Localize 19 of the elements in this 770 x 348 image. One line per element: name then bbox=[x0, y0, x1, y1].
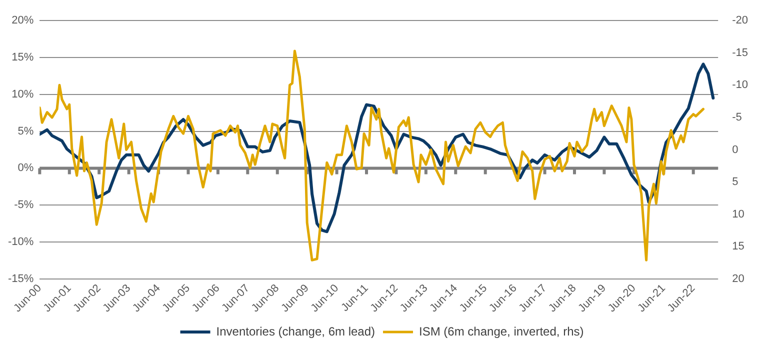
y2-tick-label: 5 bbox=[732, 176, 738, 188]
y-tick-label: 20% bbox=[12, 14, 34, 27]
y-tick-label: 10% bbox=[12, 88, 34, 100]
y2-tick-label: -5 bbox=[732, 111, 742, 124]
y2-tick-label: 0 bbox=[732, 144, 738, 156]
y-tick-label: -10% bbox=[8, 236, 34, 248]
y-tick-label: -5% bbox=[14, 199, 34, 212]
legend-label: Inventories (change, 6m lead) bbox=[216, 324, 376, 338]
y2-tick-label: 10 bbox=[732, 208, 744, 220]
y-tick-label: 15% bbox=[12, 52, 34, 64]
y2-tick-label: 15 bbox=[732, 240, 744, 253]
y-tick-label: 0% bbox=[18, 162, 34, 174]
legend-label: ISM (6m change, inverted, rhs) bbox=[419, 324, 584, 338]
y-tick-label: 5% bbox=[18, 125, 34, 138]
y2-tick-label: -20 bbox=[732, 14, 748, 27]
y-tick-label: -15% bbox=[8, 272, 34, 285]
y2-tick-label: 20 bbox=[732, 272, 744, 285]
y2-tick-label: -10 bbox=[732, 79, 748, 92]
y2-tick-label: -15 bbox=[732, 46, 748, 59]
